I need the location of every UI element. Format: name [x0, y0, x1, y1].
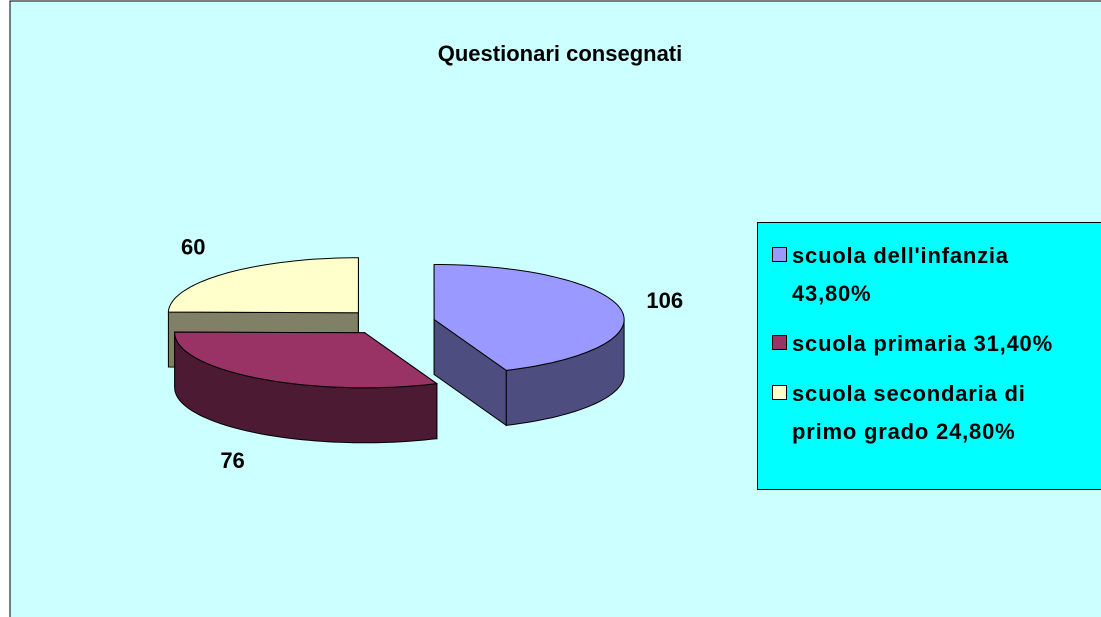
- legend: scuola dell'infanzia 43,80% scuola primar…: [757, 222, 1101, 490]
- slice: [433, 264, 625, 427]
- data-label: 76: [220, 448, 244, 473]
- data-label: 60: [181, 234, 205, 259]
- legend-swatch: [772, 385, 787, 400]
- legend-item: scuola primaria 31,40%: [772, 325, 1101, 363]
- chart-title: Questionari consegnati: [438, 41, 683, 66]
- data-label: 106: [646, 288, 683, 313]
- slice-top: [167, 257, 359, 314]
- legend-label: scuola secondaria di primo grado 24,80%: [792, 381, 1026, 444]
- slice-top: [174, 331, 439, 389]
- legend-item: scuola dell'infanzia 43,80%: [772, 237, 1101, 313]
- legend-item: scuola secondaria di primo grado 24,80%: [772, 375, 1101, 451]
- legend-label: scuola dell'infanzia 43,80%: [792, 243, 1009, 306]
- legend-label: scuola primaria 31,40%: [792, 331, 1053, 356]
- legend-swatch: [772, 247, 787, 262]
- legend-swatch: [772, 335, 787, 350]
- slice-top: [433, 264, 625, 371]
- slice: [174, 331, 439, 444]
